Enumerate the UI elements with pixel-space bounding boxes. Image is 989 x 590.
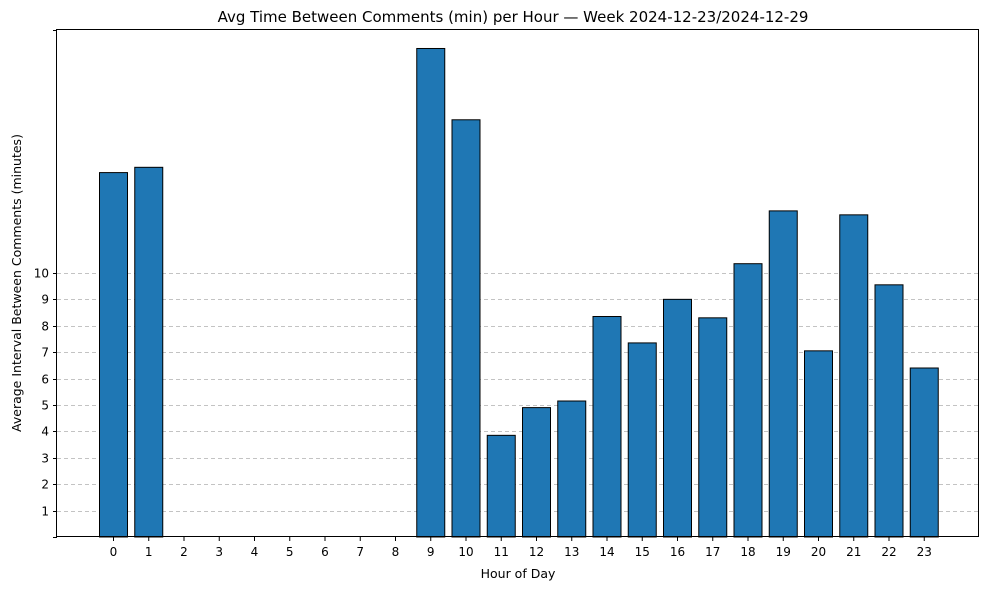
x-tick-label: 1 bbox=[145, 545, 153, 559]
x-tick-label: 20 bbox=[811, 545, 826, 559]
x-tick-label: 3 bbox=[215, 545, 223, 559]
bar-hour-20 bbox=[804, 350, 833, 538]
x-tick-label: 7 bbox=[356, 545, 364, 559]
x-tick-label: 23 bbox=[917, 545, 932, 559]
x-tick-label: 9 bbox=[427, 545, 435, 559]
y-tick-label: 2 bbox=[41, 478, 49, 492]
x-axis-ticks: 0 1 2 3 4 5 6 7 8 9 10 11 12 13 14 15 16 17 18 19 20 21 22 23 bbox=[110, 537, 932, 559]
chart-title: Avg Time Between Comments (min) per Hour… bbox=[218, 8, 809, 26]
y-axis-ticks: 1 2 3 4 5 6 7 8 9 10 bbox=[34, 30, 57, 538]
bar-hour-14 bbox=[592, 316, 622, 538]
bar-hour-11 bbox=[486, 434, 516, 538]
bar-hour-1 bbox=[134, 166, 164, 538]
y-tick-label: 7 bbox=[41, 346, 49, 360]
bar-hour-19 bbox=[768, 210, 798, 538]
y-tick-label: 9 bbox=[41, 293, 49, 307]
x-tick-label: 14 bbox=[599, 545, 614, 559]
bar-hour-16 bbox=[663, 298, 692, 538]
x-tick-label: 2 bbox=[180, 545, 188, 559]
bar-hour-18 bbox=[733, 263, 763, 538]
x-tick-label: 4 bbox=[251, 545, 259, 559]
x-tick-label: 17 bbox=[705, 545, 720, 559]
y-tick-label: 4 bbox=[41, 425, 49, 439]
bar-hour-13 bbox=[557, 400, 587, 538]
bar-hour-15 bbox=[627, 342, 657, 538]
x-tick-label: 8 bbox=[392, 545, 400, 559]
bar-hour-17 bbox=[698, 317, 728, 538]
x-tick-label: 18 bbox=[740, 545, 755, 559]
y-axis-label: Average Interval Between Comments (minut… bbox=[9, 134, 24, 432]
bar-hour-21 bbox=[839, 214, 869, 538]
x-tick-label: 16 bbox=[670, 545, 685, 559]
bar-hour-12 bbox=[522, 407, 551, 538]
x-tick-label: 15 bbox=[635, 545, 650, 559]
y-tick-label: 1 bbox=[41, 505, 49, 519]
bar-hour-22 bbox=[874, 284, 904, 538]
bars bbox=[99, 47, 939, 538]
y-tick-label: 3 bbox=[41, 452, 49, 466]
x-tick-label: 21 bbox=[846, 545, 861, 559]
bar-hour-9 bbox=[416, 47, 446, 538]
x-tick-label: 5 bbox=[286, 545, 294, 559]
x-tick-label: 0 bbox=[110, 545, 118, 559]
x-tick-label: 12 bbox=[529, 545, 544, 559]
y-tick-label: 6 bbox=[41, 373, 49, 387]
x-tick-label: 6 bbox=[321, 545, 329, 559]
x-tick-label: 22 bbox=[881, 545, 896, 559]
bar-hour-0 bbox=[99, 172, 128, 538]
y-tick-label: 8 bbox=[41, 320, 49, 334]
plot-frame bbox=[56, 29, 979, 537]
x-axis-label: Hour of Day bbox=[481, 566, 556, 581]
bar-hour-10 bbox=[451, 119, 481, 538]
y-tick-label: 5 bbox=[41, 399, 49, 413]
x-tick-label: 10 bbox=[458, 545, 473, 559]
x-tick-label: 13 bbox=[564, 545, 579, 559]
bar-hour-23 bbox=[909, 367, 939, 538]
x-tick-label: 19 bbox=[776, 545, 791, 559]
x-tick-label: 11 bbox=[494, 545, 509, 559]
y-tick-label: 10 bbox=[34, 267, 49, 281]
